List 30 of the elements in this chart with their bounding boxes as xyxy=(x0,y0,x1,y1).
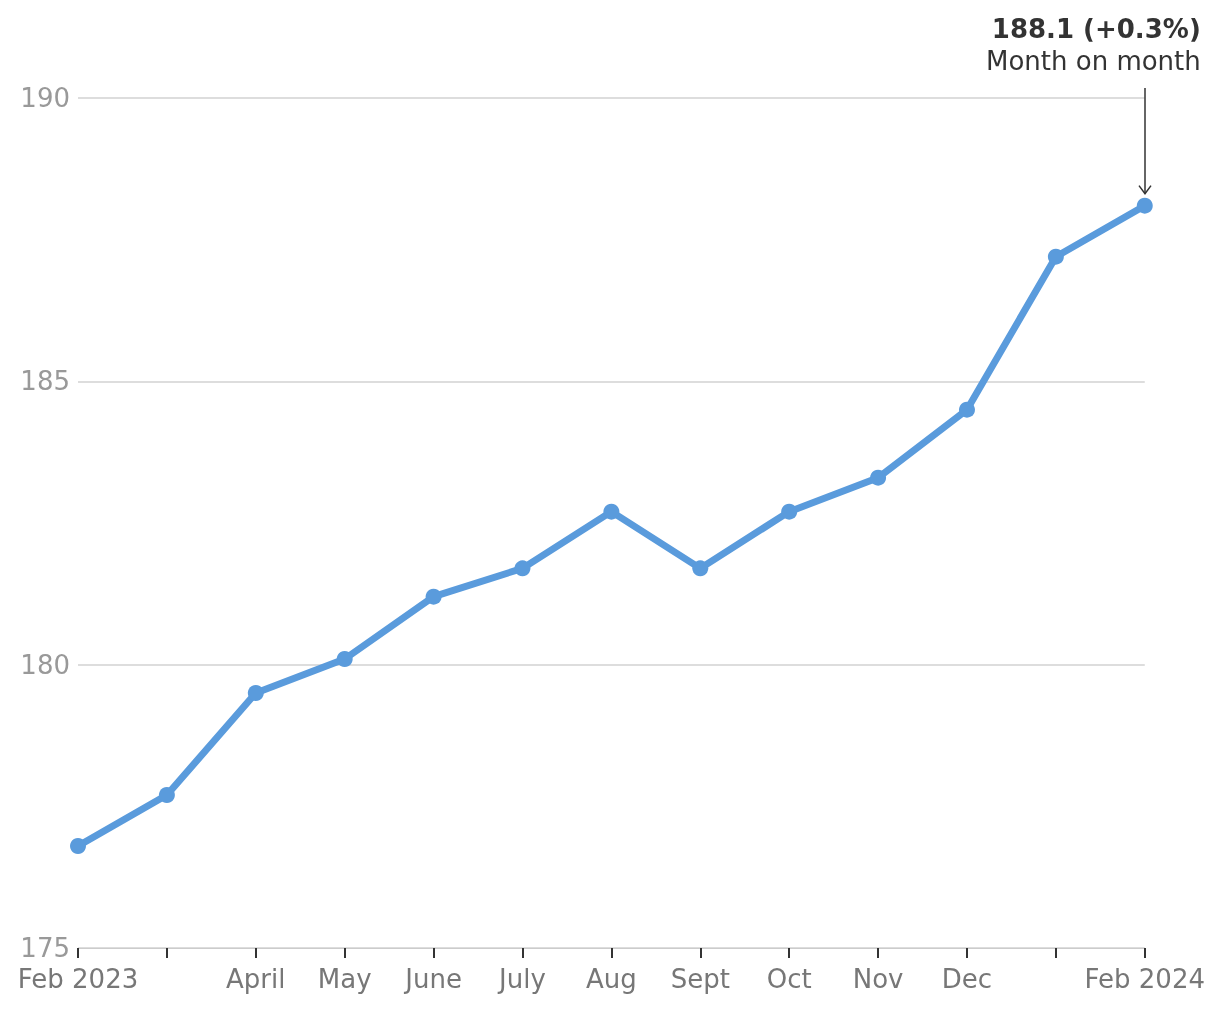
point xyxy=(781,503,798,520)
x-tick-label: Dec xyxy=(941,964,993,994)
point xyxy=(603,503,620,520)
x-tick-label: May xyxy=(317,964,372,994)
x-tick-label: Aug xyxy=(585,964,637,994)
point xyxy=(514,560,531,577)
text: 188.1 (+0.3%) xyxy=(991,14,1201,44)
x-tick-label: Sept xyxy=(670,964,730,994)
text: Month on month xyxy=(985,46,1201,76)
point xyxy=(158,787,175,803)
point xyxy=(958,401,975,418)
point xyxy=(70,838,86,854)
point xyxy=(1047,248,1064,265)
point xyxy=(336,651,353,667)
y-tick-label: 190 xyxy=(20,83,70,113)
point xyxy=(870,469,887,486)
point xyxy=(247,685,264,701)
point xyxy=(1136,197,1153,214)
x-tick-label: July xyxy=(497,964,546,994)
y-tick-label: 185 xyxy=(20,366,70,397)
y-tick-label: 180 xyxy=(20,649,70,680)
x-tick-label: Nov xyxy=(852,964,904,994)
x-tick-label: Feb 2023 xyxy=(17,964,139,994)
y-tick-label: 175 xyxy=(20,933,70,963)
x-tick-label: Feb 2024 xyxy=(1084,964,1205,994)
x-tick-label: June xyxy=(403,964,462,994)
x-tick-label: Oct xyxy=(766,964,812,994)
point xyxy=(692,560,709,577)
point xyxy=(425,588,442,605)
x-tick-label: April xyxy=(226,964,286,994)
